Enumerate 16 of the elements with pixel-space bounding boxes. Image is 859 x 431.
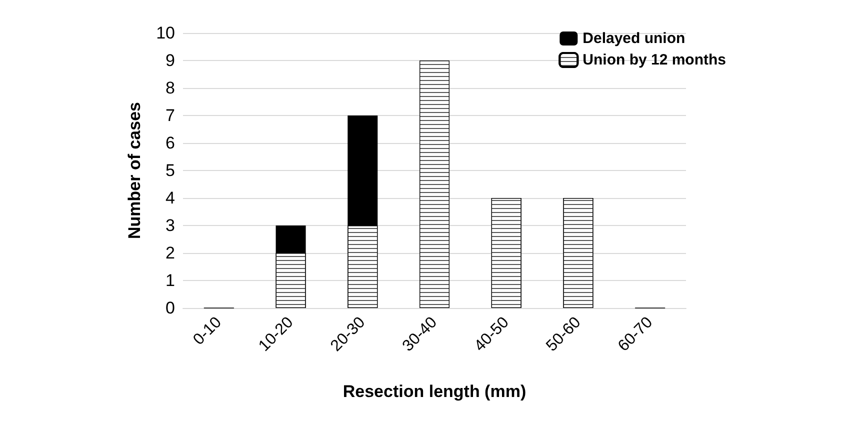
y-tick-label: 10 [156,24,175,42]
y-tick-label: 3 [166,216,175,235]
y-tick-label: 1 [166,271,175,290]
y-tick-label: 6 [166,134,175,152]
y-tick-label: 7 [166,106,175,125]
legend-label: Delayed union [582,30,686,47]
y-tick-label: 0 [166,298,175,318]
x-axis-title: Resection length (mm) [342,382,526,401]
y-tick-label: 5 [166,161,175,180]
legend-label: Union by 12 months [582,52,726,68]
y-tick-label: 2 [166,244,175,262]
y-tick-label: 8 [166,78,175,98]
x-tick-label: 0-10 [190,314,226,349]
y-axis-title: Number of cases [125,102,144,239]
y-tick-label: 9 [166,51,175,70]
y-tick-label: 4 [166,188,175,208]
